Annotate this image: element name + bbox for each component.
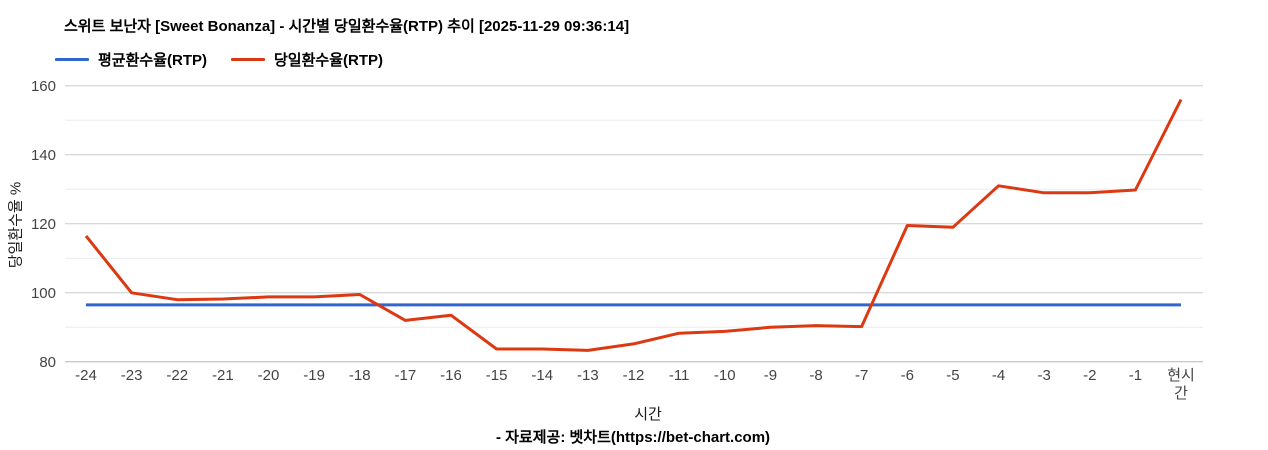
x-tick-label--14: -14 [531,367,553,384]
x-tick-label--1: -1 [1129,367,1142,384]
y-tick-label-160: 160 [31,78,56,95]
x-tick-label--23: -23 [121,367,143,384]
series-line-daily-rtp [84,98,1183,352]
y-tick-label-100: 100 [31,285,56,302]
x-tick-label--24: -24 [75,367,97,384]
legend-item-average-rtp: 평균환수율(RTP) [55,49,207,70]
x-tick-label--18: -18 [349,367,371,384]
x-tick-label--4: -4 [992,367,1005,384]
legend-line-average-icon [55,58,89,61]
x-tick-label-current-time: 현시 간 [1167,367,1195,402]
x-tick-label--3: -3 [1037,367,1050,384]
x-tick-label--20: -20 [258,367,280,384]
y-tick-label-140: 140 [31,147,56,164]
chart-legend: 평균환수율(RTP) 당일환수율(RTP) [55,49,383,70]
x-tick-label--8: -8 [809,367,822,384]
x-tick-label--10: -10 [714,367,736,384]
x-tick-label--21: -21 [212,367,234,384]
x-axis-title: 시간 [634,406,662,423]
x-tick-label--5: -5 [946,367,959,384]
legend-label-daily-rtp: 당일환수율(RTP) [274,52,383,69]
source-credit: - 자료제공: 벳차트(https://bet-chart.com) [495,429,771,446]
x-tick-label--7: -7 [855,367,868,384]
x-tick-label--13: -13 [577,367,599,384]
legend-label-average-rtp: 평균환수율(RTP) [98,52,207,69]
x-tick-label--9: -9 [764,367,777,384]
chart-title: 스위트 보난자 [Sweet Bonanza] - 시간별 당일환수율(RTP)… [64,18,630,35]
legend-line-daily-icon [231,58,265,61]
x-tick-label--19: -19 [303,367,325,384]
x-tick-label--11: -11 [669,367,690,384]
x-tick-label--16: -16 [440,367,462,384]
x-tick-label--2: -2 [1083,367,1096,384]
x-tick-label--15: -15 [486,367,508,384]
y-tick-label-120: 120 [31,216,56,233]
y-axis-title: 당일환수율 % [7,181,25,269]
legend-item-daily-rtp: 당일환수율(RTP) [231,49,383,70]
y-tick-label-80: 80 [39,354,56,371]
x-tick-label--22: -22 [166,367,188,384]
x-tick-label--12: -12 [623,367,645,384]
x-tick-label--6: -6 [901,367,914,384]
x-tick-label--17: -17 [395,367,417,384]
